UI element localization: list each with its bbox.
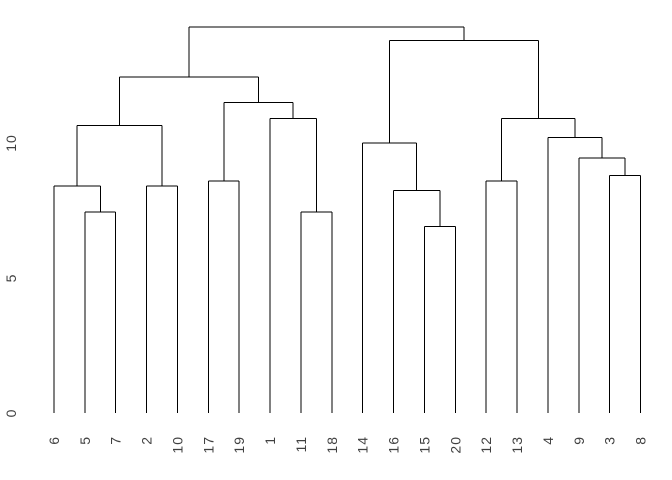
leaf-label: 2	[139, 436, 155, 445]
leaf-label: 12	[478, 436, 494, 454]
y-tick-label: 10	[3, 134, 19, 152]
leaf-label: 5	[77, 436, 93, 445]
leaf-label: 8	[633, 436, 649, 445]
leaf-label: 17	[200, 436, 216, 454]
leaf-label: 1	[262, 436, 278, 445]
leaf-label: 16	[386, 436, 402, 454]
leaf-label: 10	[169, 436, 185, 454]
leaf-label: 7	[108, 436, 124, 445]
leaf-label: 3	[602, 436, 618, 445]
y-tick-label: 0	[3, 409, 19, 418]
leaf-label: 6	[46, 436, 62, 445]
y-tick-label: 5	[3, 274, 19, 283]
leaf-label: 15	[416, 436, 432, 454]
leaf-label: 18	[324, 436, 340, 454]
leaf-label: 13	[509, 436, 525, 454]
leaf-label: 11	[293, 436, 309, 453]
leaf-label: 19	[231, 436, 247, 454]
leaf-label: 20	[447, 436, 463, 454]
leaf-label: 4	[540, 436, 556, 445]
leaf-label: 9	[571, 436, 587, 445]
leaf-label: 14	[355, 436, 371, 454]
